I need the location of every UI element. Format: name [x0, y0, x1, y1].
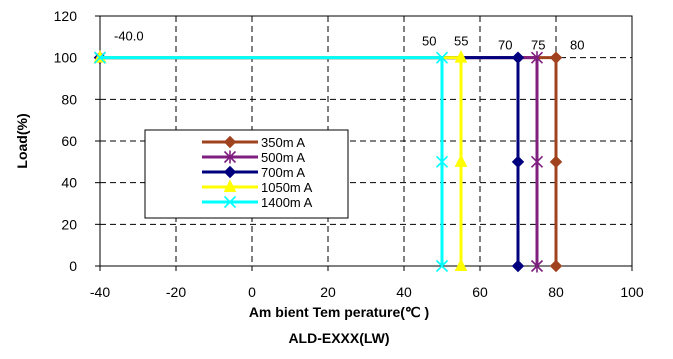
value-annotation: 50: [422, 34, 436, 49]
series-line: [100, 56, 444, 266]
data-point: [511, 259, 525, 273]
legend-label: 350m A: [261, 135, 305, 150]
data-point: [223, 195, 237, 209]
legend-label: 1050m A: [261, 180, 313, 195]
data-point: [223, 150, 237, 164]
series-1400ma: [93, 51, 449, 273]
data-point: [549, 259, 563, 273]
x-tick-label: 100: [620, 284, 644, 300]
data-point: [93, 51, 107, 64]
marker-stroke: [435, 51, 449, 64]
x-axis-label: Am bient Tem perature(℃ ): [249, 304, 429, 320]
marker-stroke: [435, 259, 449, 273]
data-point: [435, 259, 449, 273]
legend-entry: 1050m A: [202, 179, 313, 195]
value-annotation: 75: [531, 38, 545, 53]
data-point: [454, 50, 468, 63]
data-point: [530, 155, 544, 169]
value-annotation: 55: [454, 34, 468, 49]
y-axis-label: Load(%): [14, 113, 30, 168]
value-annotation: -40.0: [114, 29, 144, 44]
marker-stroke: [93, 51, 107, 64]
series: [93, 50, 563, 273]
legend-label: 700m A: [261, 165, 305, 180]
legend-entry: 500m A: [202, 150, 305, 165]
data-point: [435, 155, 449, 168]
x-tick-label: 60: [472, 284, 488, 300]
y-tick-label: 100: [54, 50, 78, 66]
legend-label: 500m A: [261, 150, 305, 165]
x-tick-label: 40: [396, 284, 412, 300]
y-tick-label: 40: [61, 175, 77, 191]
data-point: [511, 51, 525, 64]
value-annotation: 80: [570, 38, 584, 53]
data-point: [530, 259, 544, 273]
legend-entry: 700m A: [202, 165, 305, 180]
x-tick-label: 20: [320, 284, 336, 300]
axes: -40 -20 0 20 40 60 80 100 0 20 40 60 80 100 120: [54, 8, 644, 300]
y-tick-label: 60: [61, 133, 77, 149]
data-point: [223, 165, 237, 179]
data-point: [223, 135, 237, 149]
data-point: [549, 51, 563, 64]
data-point: [549, 155, 563, 169]
x-tick-label: -40: [90, 284, 110, 300]
x-tick-label: 80: [548, 284, 564, 300]
chart-caption: ALD-EXXX(LW): [288, 330, 389, 346]
data-point: [511, 155, 525, 169]
legend-entry: 1400m A: [202, 195, 313, 210]
data-point: [454, 258, 468, 271]
data-point: [435, 51, 449, 64]
data-point: [454, 154, 468, 167]
x-tick-label: -20: [166, 284, 186, 300]
y-tick-label: 0: [69, 258, 77, 274]
legend-entry: 350m A: [202, 135, 305, 150]
marker-stroke: [223, 195, 237, 209]
legend-label: 1400m A: [261, 195, 313, 210]
data-point: [223, 179, 237, 192]
marker-stroke: [435, 155, 449, 168]
annotations: -40.0 50 55 70 75 80: [114, 29, 584, 53]
value-annotation: 70: [498, 38, 512, 53]
y-tick-label: 80: [61, 91, 77, 107]
x-tick-label: 0: [248, 284, 256, 300]
data-point: [530, 51, 544, 65]
y-tick-label: 20: [61, 216, 77, 232]
y-tick-label: 120: [54, 8, 78, 24]
